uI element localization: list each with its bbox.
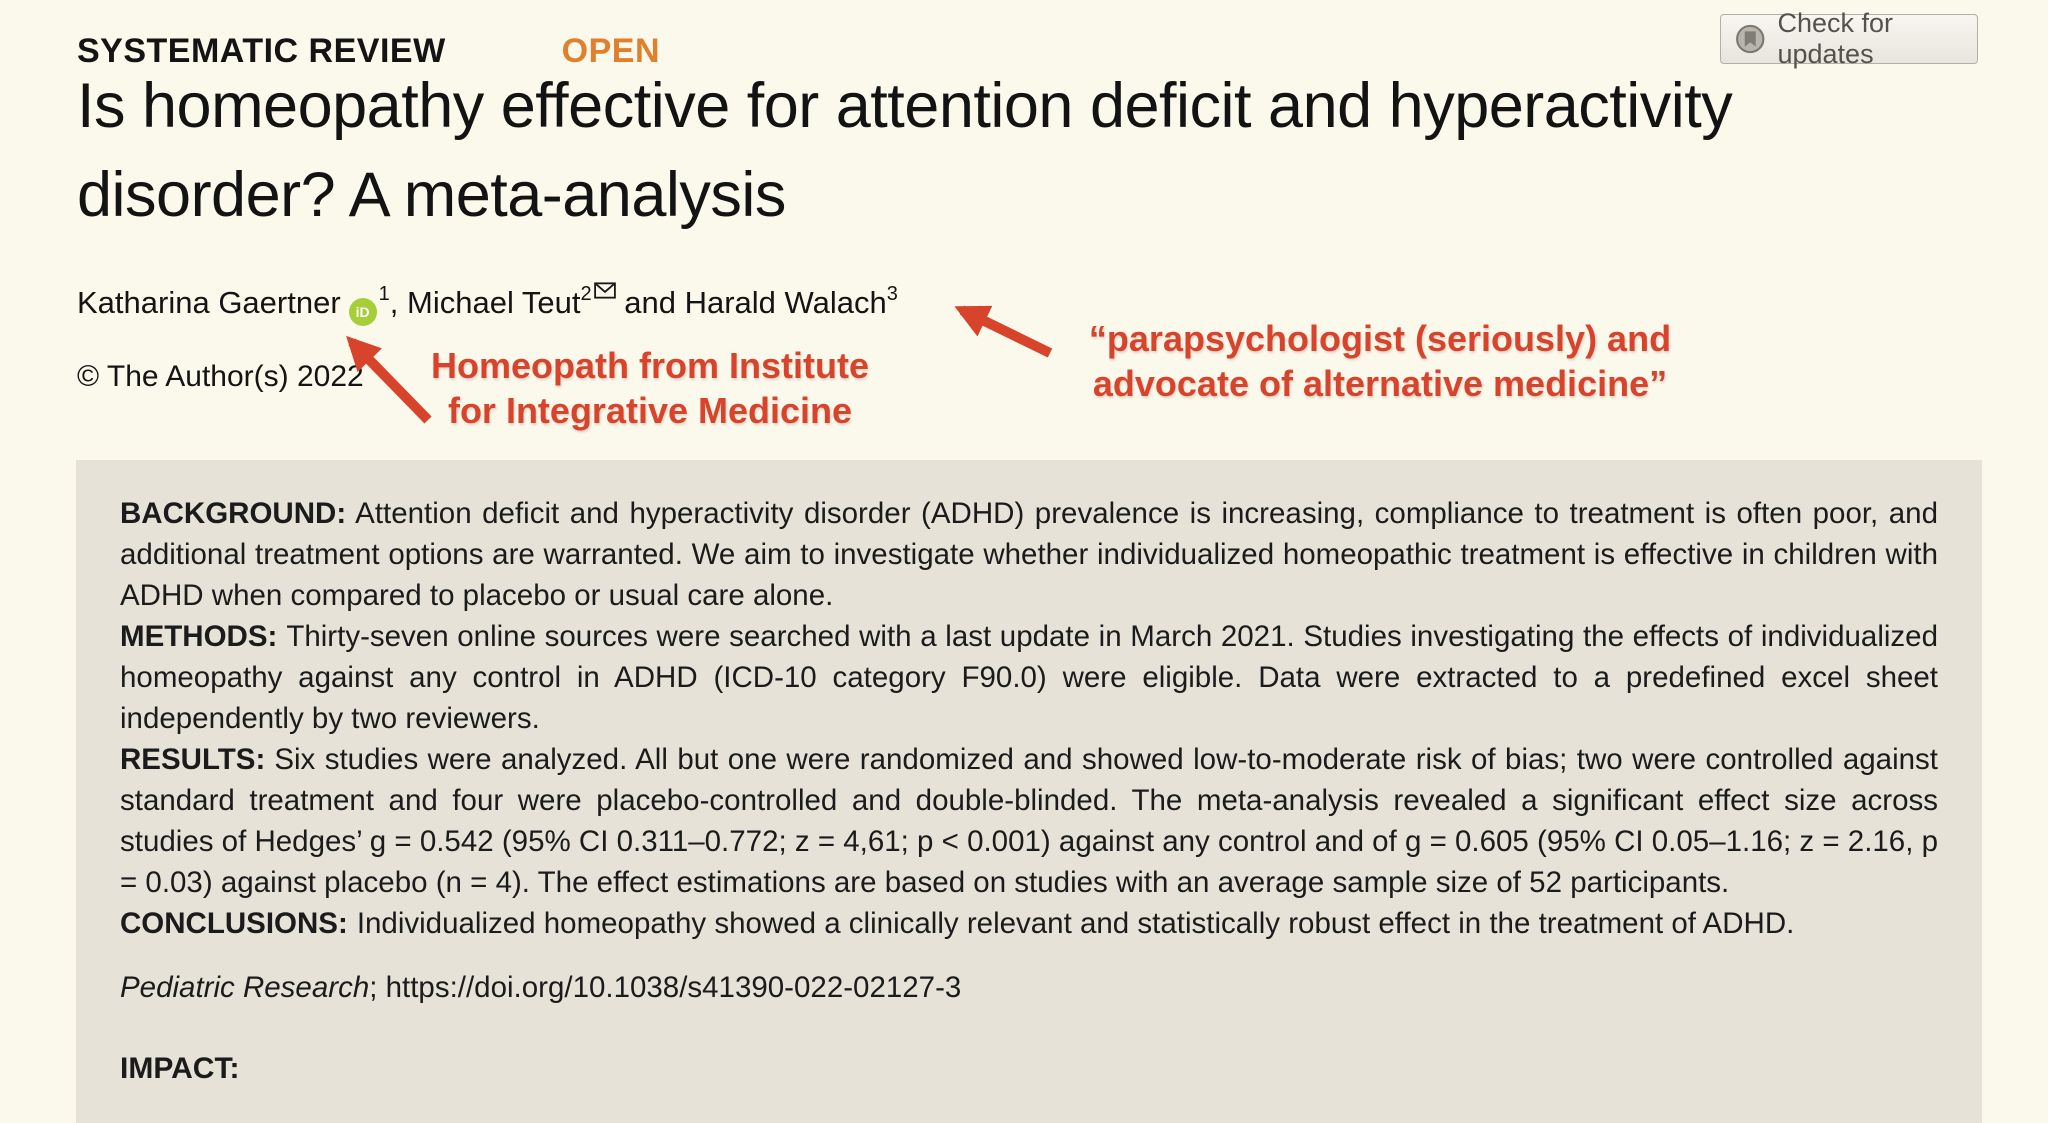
doi-link[interactable]: ; https://doi.org/10.1038/s41390-022-021… bbox=[369, 971, 962, 1004]
author-3-affiliation: 3 bbox=[886, 282, 898, 305]
abstract-results-label: RESULTS: bbox=[120, 743, 266, 776]
check-for-updates-button[interactable]: Check for updates bbox=[1720, 8, 1978, 69]
title-line-1: Is homeopathy effective for attention de… bbox=[77, 71, 1733, 141]
page-title: Is homeopathy effective for attention de… bbox=[77, 62, 2007, 240]
corresponding-author-envelope-icon[interactable] bbox=[593, 282, 616, 299]
annotation-third-author: “parapsychologist (seriously) and advoca… bbox=[1035, 316, 1725, 406]
orcid-icon[interactable]: iD bbox=[348, 298, 377, 326]
article-type-label: SYSTEMATIC REVIEW bbox=[77, 32, 446, 70]
abstract-methods-label: METHODS: bbox=[120, 620, 278, 653]
copyright-notice: © The Author(s) 2022 bbox=[77, 360, 364, 393]
annotation-right-line2: advocate of alternative medicine” bbox=[1092, 363, 1668, 404]
journal-name: Pediatric Research bbox=[120, 971, 370, 1004]
crossmark-bookmark-icon bbox=[1736, 24, 1765, 54]
abstract-background-label: BACKGROUND: bbox=[120, 497, 347, 530]
abstract-box: BACKGROUND: Attention deficit and hyperac… bbox=[76, 460, 1982, 1123]
annotation-first-author: Homeopath from Institute for Integrative… bbox=[400, 343, 900, 433]
author-1: Katharina Gaertner bbox=[77, 285, 341, 320]
annotation-left-line2: for Integrative Medicine bbox=[447, 390, 853, 431]
abstract-background: BACKGROUND: Attention deficit and hyperac… bbox=[120, 493, 1938, 616]
author-separator: and bbox=[615, 285, 685, 320]
open-access-badge: OPEN bbox=[561, 32, 661, 70]
author-1-affiliation: 1 bbox=[378, 282, 390, 305]
author-3: Harald Walach bbox=[684, 285, 887, 320]
author-2: Michael Teut bbox=[407, 285, 581, 320]
annotation-right-line1: “parapsychologist (seriously) and bbox=[1088, 318, 1672, 359]
abstract-results-text: Six studies were analyzed. All but one w… bbox=[120, 743, 1938, 899]
author-separator: , bbox=[389, 285, 408, 320]
title-line-2: disorder? A meta-analysis bbox=[77, 160, 786, 230]
abstract-conclusions-label: CONCLUSIONS: bbox=[120, 907, 348, 940]
abstract-methods: METHODS: Thirty-seven online sources were… bbox=[120, 616, 1938, 739]
abstract-background-text: Attention deficit and hyperactivity diso… bbox=[120, 497, 1938, 612]
abstract-conclusions-text: Individualized homeopathy showed a clini… bbox=[356, 907, 1795, 940]
annotation-left-line1: Homeopath from Institute bbox=[431, 345, 869, 386]
abstract-conclusions: CONCLUSIONS: Individualized homeopathy sh… bbox=[120, 903, 1938, 944]
check-for-updates-label: Check for updates bbox=[1777, 8, 1894, 69]
header-row: SYSTEMATIC REVIEW OPEN bbox=[77, 32, 660, 71]
abstract-methods-text: Thirty-seven online sources were searche… bbox=[120, 620, 1938, 735]
author-byline: Katharina Gaertner iD1, Michael Teut2 and… bbox=[77, 282, 898, 326]
author-2-affiliation: 2 bbox=[580, 282, 592, 305]
abstract-results: RESULTS: Six studies were analyzed. All b… bbox=[120, 739, 1938, 903]
impact-heading: IMPACT: bbox=[120, 1052, 240, 1085]
citation-line: Pediatric Research; https://doi.org/10.1… bbox=[120, 971, 1938, 1005]
